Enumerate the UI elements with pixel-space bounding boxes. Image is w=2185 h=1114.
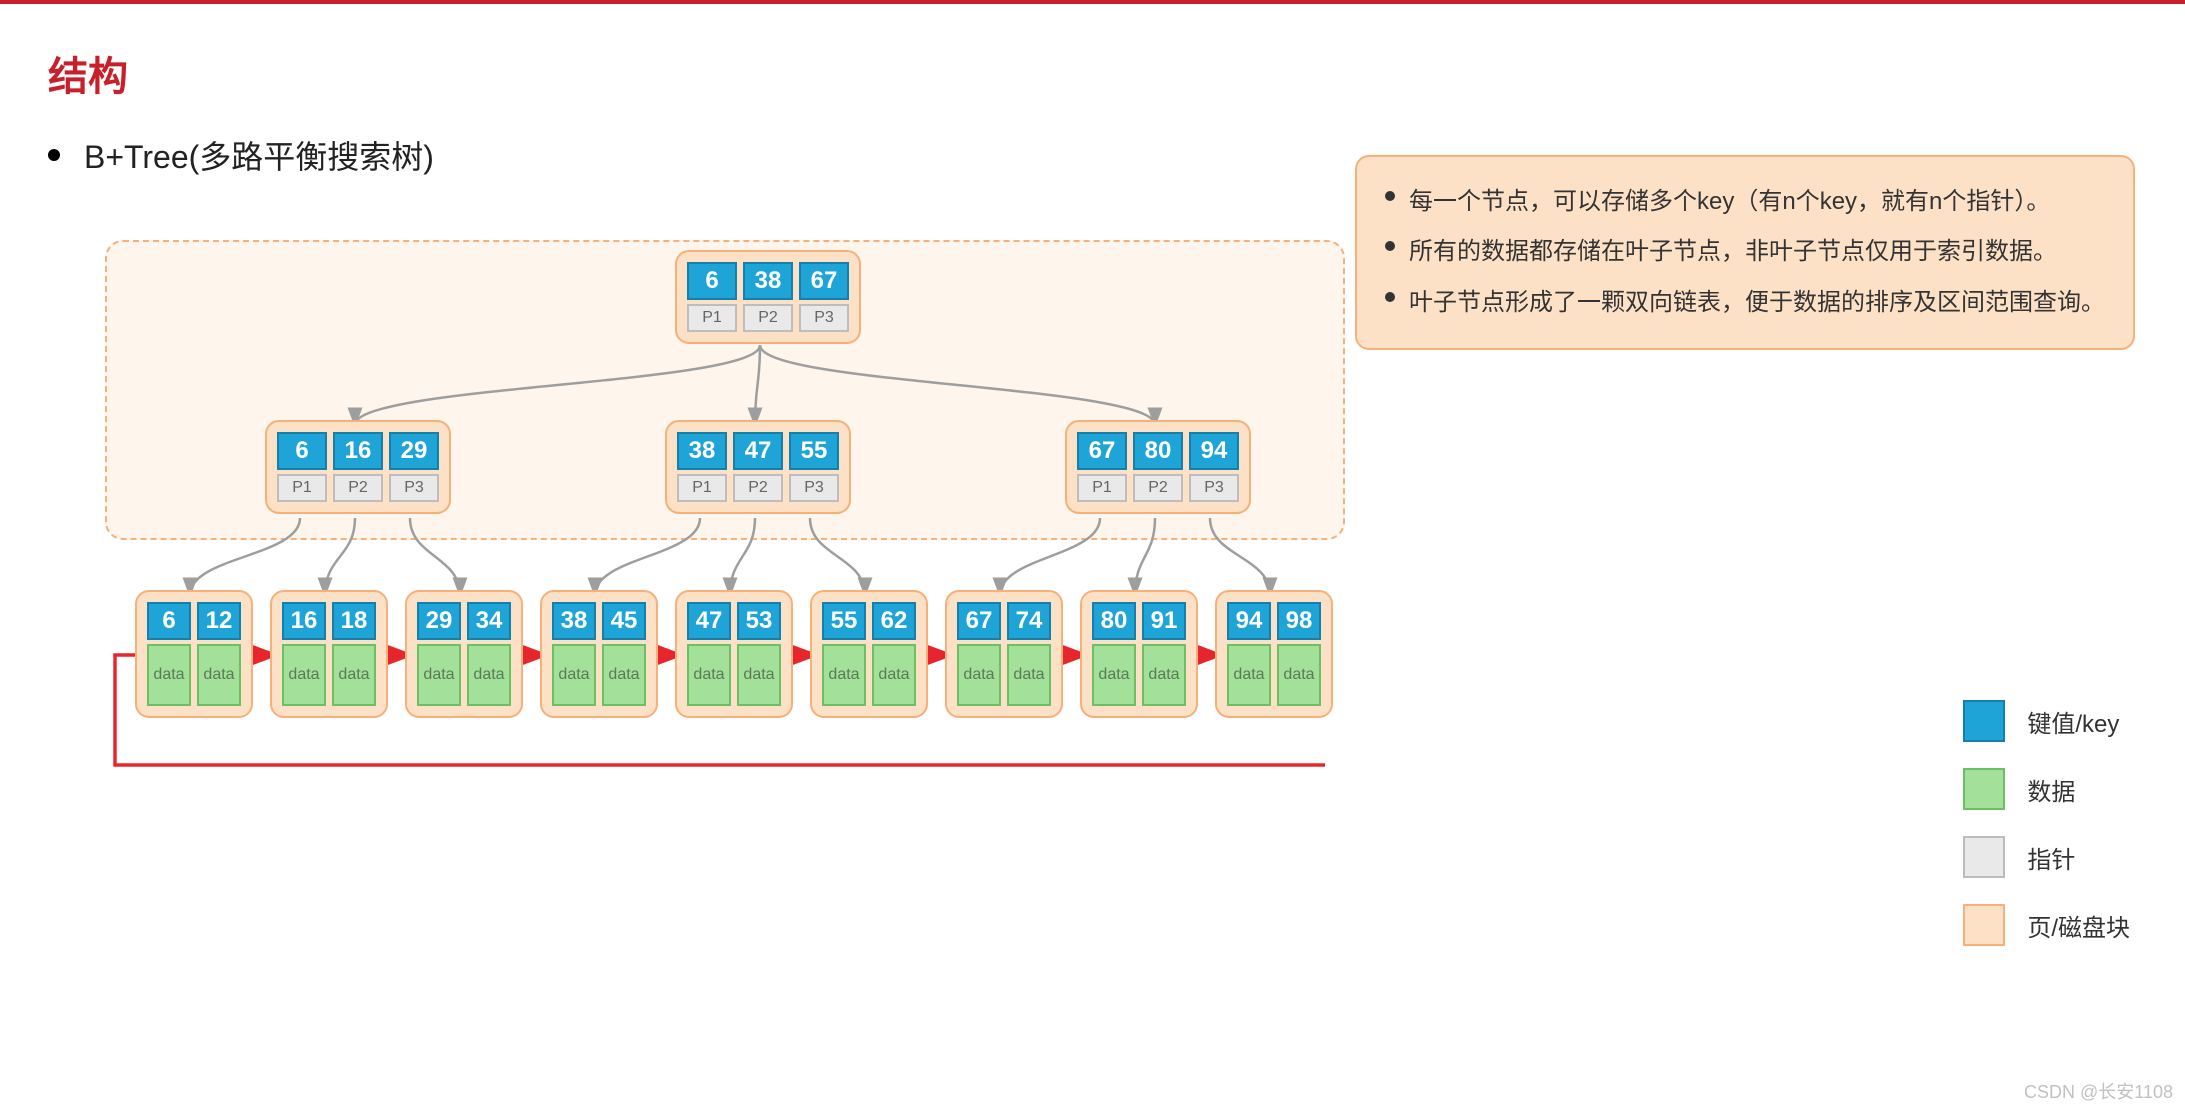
key-cell: 62	[872, 602, 916, 640]
key-cell: 38	[677, 432, 727, 470]
callout-item: 所有的数据都存储在叶子节点，非叶子节点仅用于索引数据。	[1385, 227, 2105, 277]
legend-label: 键值/key	[2027, 704, 2119, 739]
data-cell: data	[822, 644, 866, 706]
key-cell: 98	[1277, 602, 1321, 640]
key-cell: 34	[467, 602, 511, 640]
subtitle-text: B+Tree(多路平衡搜索树)	[84, 132, 434, 178]
leaf-node: 4753datadata	[675, 590, 793, 718]
pointer-cell: P1	[1077, 474, 1127, 502]
pointer-cell: P2	[333, 474, 383, 502]
legend-row: 键值/key	[1963, 700, 2130, 742]
legend-swatch	[1963, 768, 2005, 810]
key-cell: 6	[687, 262, 737, 300]
data-cell: data	[1277, 644, 1321, 706]
legend-label: 指针	[2027, 840, 2075, 875]
data-cell: data	[602, 644, 646, 706]
legend-label: 页/磁盘块	[2027, 908, 2130, 943]
key-cell: 80	[1092, 602, 1136, 640]
leaf-node: 6774datadata	[945, 590, 1063, 718]
key-cell: 55	[789, 432, 839, 470]
callout-item: 每一个节点，可以存储多个key（有n个key，就有n个指针）。	[1385, 177, 2105, 227]
leaf-node: 612datadata	[135, 590, 253, 718]
key-cell: 55	[822, 602, 866, 640]
bullet-dot-icon	[48, 149, 60, 161]
pointer-cell: P1	[677, 474, 727, 502]
data-cell: data	[957, 644, 1001, 706]
pointer-cell: P1	[687, 304, 737, 332]
legend-swatch	[1963, 700, 2005, 742]
pointer-cell: P2	[733, 474, 783, 502]
key-cell: 74	[1007, 602, 1051, 640]
legend: 键值/key 数据指针页/磁盘块	[1963, 700, 2130, 972]
key-cell: 67	[957, 602, 1001, 640]
key-cell: 53	[737, 602, 781, 640]
legend-swatch	[1963, 836, 2005, 878]
pointer-cell: P3	[1189, 474, 1239, 502]
data-cell: data	[737, 644, 781, 706]
callout-box: 每一个节点，可以存储多个key（有n个key，就有n个指针）。所有的数据都存储在…	[1355, 155, 2135, 350]
key-cell: 47	[733, 432, 783, 470]
key-cell: 47	[687, 602, 731, 640]
key-cell: 94	[1227, 602, 1271, 640]
key-cell: 38	[552, 602, 596, 640]
top-red-bar	[0, 0, 2185, 4]
key-cell: 67	[1077, 432, 1127, 470]
tree-diagram: 63867P1P2P361629P1P2P3384755P1P2P3678094…	[75, 220, 1375, 1040]
pointer-cell: P3	[389, 474, 439, 502]
key-cell: 6	[277, 432, 327, 470]
key-cell: 45	[602, 602, 646, 640]
bullet-dot-icon	[1385, 191, 1395, 201]
internal-node: 63867 P1P2P3	[675, 250, 861, 344]
pointer-cell: P3	[789, 474, 839, 502]
data-cell: data	[197, 644, 241, 706]
legend-swatch	[1963, 904, 2005, 946]
key-cell: 18	[332, 602, 376, 640]
key-cell: 80	[1133, 432, 1183, 470]
data-cell: data	[1142, 644, 1186, 706]
pointer-cell: P2	[743, 304, 793, 332]
pointer-cell: P1	[277, 474, 327, 502]
key-cell: 67	[799, 262, 849, 300]
data-cell: data	[552, 644, 596, 706]
leaf-node: 9498datadata	[1215, 590, 1333, 718]
pointer-cell: P2	[1133, 474, 1183, 502]
pointer-cell: P3	[799, 304, 849, 332]
data-cell: data	[687, 644, 731, 706]
legend-row: 指针	[1963, 836, 2130, 878]
leaf-node: 1618datadata	[270, 590, 388, 718]
leaf-node: 2934datadata	[405, 590, 523, 718]
legend-label: 数据	[2027, 772, 2075, 807]
key-cell: 91	[1142, 602, 1186, 640]
data-cell: data	[282, 644, 326, 706]
legend-row: 数据	[1963, 768, 2130, 810]
key-cell: 12	[197, 602, 241, 640]
data-cell: data	[872, 644, 916, 706]
leaf-node: 5562datadata	[810, 590, 928, 718]
key-cell: 38	[743, 262, 793, 300]
internal-node: 384755 P1P2P3	[665, 420, 851, 514]
key-cell: 16	[333, 432, 383, 470]
data-cell: data	[332, 644, 376, 706]
data-cell: data	[417, 644, 461, 706]
bullet-dot-icon	[1385, 292, 1395, 302]
key-cell: 29	[389, 432, 439, 470]
data-cell: data	[1007, 644, 1051, 706]
key-cell: 29	[417, 602, 461, 640]
internal-node: 61629 P1P2P3	[265, 420, 451, 514]
legend-row: 页/磁盘块	[1963, 904, 2130, 946]
watermark-text: CSDN @长安1108	[2024, 1078, 2173, 1104]
key-cell: 6	[147, 602, 191, 640]
bullet-dot-icon	[1385, 241, 1395, 251]
key-cell: 16	[282, 602, 326, 640]
leaf-node: 3845datadata	[540, 590, 658, 718]
data-cell: data	[147, 644, 191, 706]
key-cell: 94	[1189, 432, 1239, 470]
internal-node: 678094 P1P2P3	[1065, 420, 1251, 514]
callout-item: 叶子节点形成了一颗双向链表，便于数据的排序及区间范围查询。	[1385, 278, 2105, 328]
data-cell: data	[467, 644, 511, 706]
data-cell: data	[1227, 644, 1271, 706]
data-cell: data	[1092, 644, 1136, 706]
leaf-node: 8091datadata	[1080, 590, 1198, 718]
page-title: 结构	[48, 44, 2185, 102]
